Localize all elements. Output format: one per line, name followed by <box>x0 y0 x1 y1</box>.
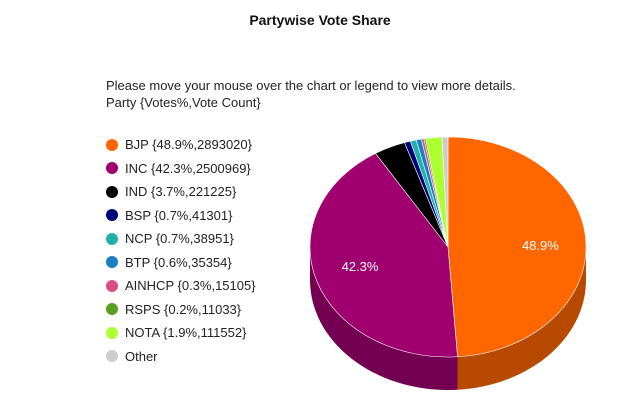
legend-item-rsps[interactable]: RSPS {0.2%,11033} <box>106 298 256 322</box>
instructions-hover-text: Please move your mouse over the chart or… <box>106 78 516 93</box>
pie-data-label-inc: 42.3% <box>342 259 379 274</box>
legend-marker-bsp <box>106 209 118 222</box>
legend-label: Other <box>125 348 158 364</box>
legend-marker-nota <box>106 326 118 339</box>
pie-slice-inc[interactable] <box>309 153 458 358</box>
legend-item-bsp[interactable]: BSP {0.7%,41301} <box>106 204 256 228</box>
legend-label: NCP {0.7%,38951} <box>125 231 234 247</box>
legend-label: INC {42.3%,2500969} <box>125 160 251 176</box>
pie-slice-bjp[interactable] <box>447 136 587 358</box>
legend-item-inc[interactable]: INC {42.3%,2500969} <box>106 157 256 181</box>
legend-item-ind[interactable]: IND {3.7%,221225} <box>106 180 256 204</box>
legend-item-other[interactable]: Other <box>106 345 256 369</box>
legend-item-ainhcp[interactable]: AINHCP {0.3%,15105} <box>106 274 256 298</box>
legend-item-nota[interactable]: NOTA {1.9%,111552} <box>106 321 256 345</box>
legend-label: BJP {48.9%,2893020} <box>125 137 252 153</box>
legend-marker-ncp <box>106 232 118 245</box>
legend-item-ncp[interactable]: NCP {0.7%,38951} <box>106 227 256 251</box>
legend-label: IND {3.7%,221225} <box>125 184 237 200</box>
legend-marker-bjp <box>106 138 118 151</box>
pie-slice-other[interactable] <box>441 136 449 248</box>
pie-chart[interactable]: 48.9% 42.3% <box>300 135 600 405</box>
instructions: Please move your mouse over the chart or… <box>106 77 516 111</box>
chart-legend: BJP {48.9%,2893020} INC {42.3%,2500969} IN… <box>106 133 256 368</box>
legend-marker-ainhcp <box>106 279 118 292</box>
legend-marker-btp <box>106 256 118 269</box>
chart-title: Partywise Vote Share <box>249 12 391 28</box>
pie-side-walls <box>310 247 586 390</box>
instructions-legend-format: Party {Votes%,Vote Count} <box>106 95 261 110</box>
pie-side-bjp <box>457 247 586 390</box>
legend-label: BTP {0.6%,35354} <box>125 254 232 270</box>
pie-data-label-bjp: 48.9% <box>522 238 559 253</box>
legend-label: BSP {0.7%,41301} <box>125 207 233 223</box>
legend-item-bjp[interactable]: BJP {48.9%,2893020} <box>106 133 256 157</box>
pie-slices[interactable] <box>309 136 587 358</box>
legend-marker-rsps <box>106 303 118 316</box>
legend-label: NOTA {1.9%,111552} <box>125 325 247 341</box>
legend-marker-other <box>106 350 118 363</box>
legend-label: AINHCP {0.3%,15105} <box>125 278 256 294</box>
pie-side-inc <box>310 247 458 390</box>
legend-item-btp[interactable]: BTP {0.6%,35354} <box>106 251 256 275</box>
legend-marker-inc <box>106 162 118 175</box>
legend-marker-ind <box>106 185 118 198</box>
legend-label: RSPS {0.2%,11033} <box>125 301 242 317</box>
